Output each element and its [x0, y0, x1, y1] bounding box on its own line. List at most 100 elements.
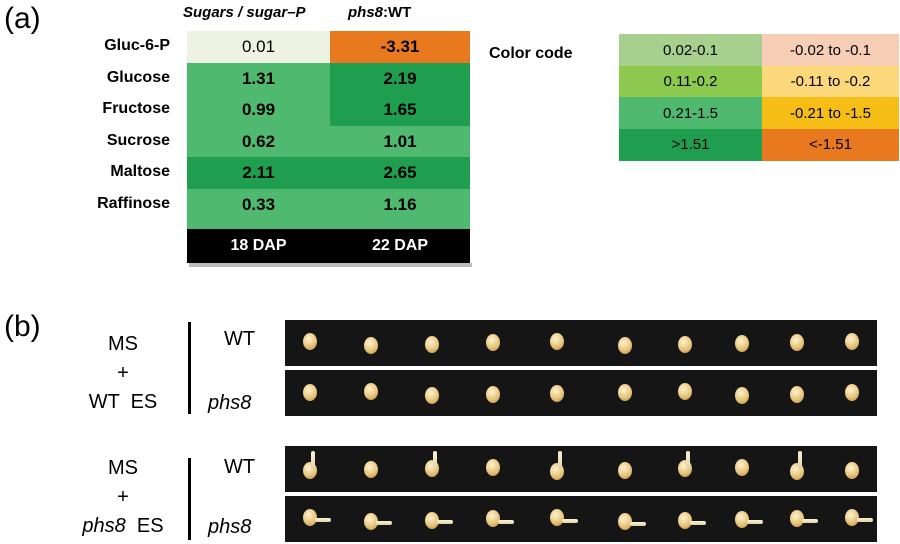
dap-label-18: 18 DAP — [187, 229, 330, 263]
seed-image — [303, 384, 317, 402]
color-code-label: Color code — [489, 45, 573, 62]
row-label: Raffinose — [97, 194, 170, 212]
group2-label: MS + phs8 ES — [58, 454, 188, 541]
seed-image — [618, 337, 632, 355]
cell-22dap: 2.65 — [330, 157, 470, 189]
seed-image — [425, 387, 439, 405]
cell-18dap: 0.62 — [187, 125, 330, 158]
seed-strip-g2-wt — [285, 446, 877, 492]
seed-image — [678, 336, 692, 354]
seed-image — [735, 459, 749, 477]
table-spacer — [187, 220, 470, 229]
seed-image — [845, 332, 859, 350]
group2-line1: MS — [108, 457, 138, 479]
seed-image — [364, 461, 378, 478]
row-label: Gluc-6-P — [104, 37, 170, 54]
seed-strip-g1-phs8 — [285, 370, 877, 416]
seedling-shoot — [311, 451, 315, 469]
seed-strip-g1-wt — [285, 320, 877, 366]
group1-genotype-phs8: phs8 — [208, 392, 252, 414]
cell-18dap: 0.33 — [187, 188, 330, 221]
dap-shadow — [189, 263, 472, 267]
legend-negative-cell: -0.21 to -1.5 — [762, 97, 899, 129]
cell-18dap: 1.31 — [187, 62, 330, 95]
column-header-sugars: Sugars / sugar–P — [183, 4, 306, 21]
cell-18dap: 2.11 — [187, 157, 330, 189]
legend-negative-cell: <-1.51 — [762, 128, 899, 161]
seedling-shoot — [315, 518, 331, 523]
seed-image — [303, 508, 317, 526]
seed-image — [550, 509, 564, 527]
group2-genotype-phs8: phs8 — [208, 516, 252, 538]
seedling-shoot — [433, 451, 437, 469]
seedling-shoot — [857, 518, 873, 523]
seed-image — [425, 511, 439, 529]
seed-image — [618, 383, 632, 401]
column-header-ratio-genotype: phs8 — [348, 4, 384, 21]
seed-image — [550, 333, 564, 351]
seed-image — [790, 333, 804, 351]
seed-image — [845, 462, 859, 480]
seed-image — [735, 386, 749, 404]
legend-positive-cell: 0.11-0.2 — [619, 65, 762, 98]
seed-image — [486, 334, 500, 352]
group1-line2: + — [117, 362, 129, 384]
seedling-shoot — [437, 520, 453, 525]
seedling-shoot — [747, 520, 763, 524]
seed-image — [790, 509, 804, 527]
group2-genotype-wt: WT — [224, 456, 256, 478]
seedling-shoot — [798, 451, 802, 469]
legend-positive-cell: >1.51 — [619, 128, 762, 161]
legend-negative-cell: -0.02 to -0.1 — [762, 34, 899, 66]
seed-image — [735, 335, 749, 352]
seed-image — [425, 335, 439, 353]
seed-strip-g2-phs8 — [285, 496, 877, 542]
seed-image — [364, 383, 378, 401]
seed-image — [678, 512, 692, 530]
seedling-shoot — [558, 451, 562, 469]
cell-22dap: 1.01 — [330, 125, 470, 158]
cell-18dap: 0.99 — [187, 94, 330, 126]
seed-image — [618, 513, 632, 531]
group1-genotype-wt: WT — [224, 328, 256, 350]
legend-positive-cell: 0.21-1.5 — [619, 97, 762, 129]
seed-image — [364, 512, 378, 530]
group2-line3-genotype: phs8 — [82, 515, 126, 537]
group2-line3: phs8 ES — [58, 512, 188, 541]
panel-b-label: (b) — [4, 310, 41, 343]
legend-negative-cell: -0.11 to -0.2 — [762, 65, 899, 98]
panel-a-label: (a) — [4, 2, 41, 35]
dap-label-22: 22 DAP — [330, 229, 470, 263]
cell-22dap: -3.31 — [330, 31, 470, 63]
seedling-shoot — [690, 520, 706, 525]
column-header-ratio-rest: :WT — [383, 4, 412, 21]
group1-line1: MS — [108, 333, 138, 355]
seed-image — [486, 386, 500, 404]
legend-positive-cell: 0.02-0.1 — [619, 34, 762, 66]
seedling-shoot — [686, 451, 690, 469]
cell-22dap: 2.19 — [330, 62, 470, 95]
seedling-shoot — [376, 521, 392, 526]
group1-label: MS + WT ES — [58, 330, 188, 417]
group2-line2: + — [117, 486, 129, 508]
seed-image — [550, 385, 564, 402]
row-label: Fructose — [102, 100, 170, 117]
cell-18dap: 0.01 — [187, 31, 330, 63]
seed-image — [845, 508, 859, 526]
group2-line3-rest: ES — [125, 515, 164, 537]
column-header-ratio: phs8:WT — [348, 4, 411, 21]
seedling-shoot — [630, 521, 646, 526]
seed-image — [486, 510, 500, 528]
seed-image — [303, 332, 317, 350]
seed-image — [486, 458, 500, 476]
seedling-shoot — [802, 519, 818, 524]
seed-image — [735, 511, 749, 528]
row-label: Maltose — [110, 163, 170, 180]
seed-image — [790, 385, 804, 403]
cell-22dap: 1.65 — [330, 94, 470, 126]
seed-image — [364, 336, 378, 354]
seed-image — [845, 384, 859, 402]
seed-image — [618, 461, 632, 479]
row-label: Glucose — [106, 68, 170, 86]
cell-22dap: 1.16 — [330, 188, 470, 221]
